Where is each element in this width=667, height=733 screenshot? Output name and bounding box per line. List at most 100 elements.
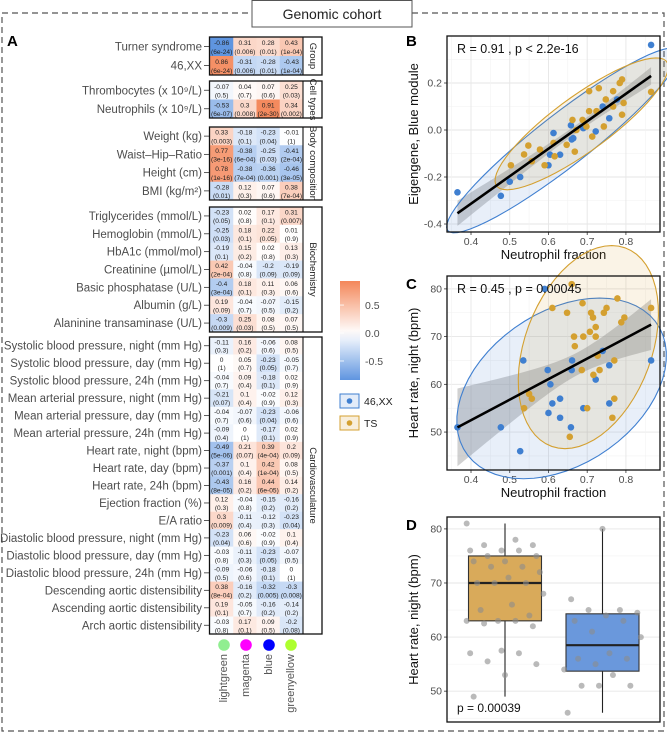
cell-correlation: -0.05 bbox=[284, 357, 299, 364]
heatmap-cell bbox=[210, 337, 234, 355]
heatmap-row: Systolic blood pressure, day (mm Hg) 0(1)… bbox=[10, 354, 304, 373]
data-point bbox=[585, 107, 593, 115]
x-tick-label: 0.5 bbox=[502, 236, 517, 248]
heatmap-cell bbox=[233, 260, 257, 279]
heatmap-cell bbox=[256, 459, 281, 478]
cell-correlation: -0.18 bbox=[237, 130, 252, 137]
p-value-text: 0.8 bbox=[240, 218, 249, 225]
cell-correlation: -0.07 bbox=[237, 409, 252, 416]
heatmap-cell bbox=[210, 163, 234, 183]
cell-correlation: -0.11 bbox=[238, 514, 253, 521]
row-label: Systolic blood pressure, day (mm Hg) bbox=[10, 358, 202, 370]
row-label: Heart rate, night (bpm) bbox=[86, 446, 202, 458]
p-value-text: 0.2 bbox=[240, 348, 249, 355]
jitter-point bbox=[561, 666, 568, 673]
row-label: 46,XX bbox=[171, 61, 203, 73]
cell-correlation: -0.21 bbox=[214, 392, 229, 399]
data-point bbox=[611, 357, 618, 364]
jitter-point bbox=[599, 525, 606, 532]
group-strip-label: Biochemistry bbox=[307, 242, 318, 297]
heatmap-cell bbox=[279, 424, 304, 443]
heatmap-cell bbox=[210, 616, 234, 635]
jitter-point bbox=[564, 709, 571, 716]
heatmap-cell bbox=[233, 296, 257, 315]
cell-correlation: -0.18 bbox=[261, 566, 276, 573]
heatmap-cell bbox=[256, 127, 281, 146]
cell-p-value: (0.09) bbox=[213, 307, 230, 314]
heatmap-cell bbox=[279, 145, 304, 164]
heatmap-row: Thrombocytes (x 10⁹/L) -0.07 (0.5) 0.04 (0.7… bbox=[82, 81, 304, 100]
data-point bbox=[556, 151, 564, 158]
cell-correlation: -0.09 bbox=[214, 427, 229, 434]
colorbar-tick-label: 0.0 bbox=[365, 328, 380, 340]
cell-correlation: 0.86 bbox=[215, 59, 228, 66]
heatmap-cell bbox=[210, 494, 234, 513]
cell-correlation: 0.44 bbox=[262, 479, 275, 486]
heatmap-cell bbox=[233, 145, 257, 164]
cell-p-value: (0.2) bbox=[285, 307, 299, 314]
heatmap-cell bbox=[256, 424, 281, 443]
heatmap-cell bbox=[256, 207, 281, 226]
cell-p-value: (0.4) bbox=[238, 522, 252, 529]
jitter-point bbox=[575, 655, 582, 662]
data-point bbox=[589, 314, 597, 321]
jitter-point bbox=[519, 563, 526, 570]
cell-p-value: (0.1) bbox=[261, 575, 275, 582]
p-value-text: 0.6 bbox=[287, 290, 296, 297]
heatmap-row: Basic phosphatase (U/L) -0.4 (3e-04) 0.18 (0… bbox=[76, 278, 304, 297]
box-ts bbox=[463, 520, 547, 700]
cell-correlation: 0.28 bbox=[262, 40, 275, 47]
cell-correlation: -0.3 bbox=[286, 584, 298, 591]
heatmap-row: Heart rate, 24h (bpm) -0.43(8e-05)0.16(0.… bbox=[92, 476, 304, 495]
heatmap-cell bbox=[210, 296, 234, 315]
row-label: Weight (kg) bbox=[143, 131, 202, 143]
cell-correlation: 0.78 bbox=[215, 166, 228, 173]
cell-correlation: 0.18 bbox=[238, 227, 251, 234]
cell-p-value: (0.5) bbox=[261, 627, 275, 634]
row-label: Diastolic blood pressure, 24h (mm Hg) bbox=[6, 568, 202, 580]
heatmap-cell bbox=[256, 529, 281, 547]
cell-p-value: (0.3) bbox=[261, 290, 275, 297]
cell-p-value: (0.1) bbox=[261, 218, 275, 225]
p-value-text: 7e-04 bbox=[283, 193, 300, 200]
cell-correlation: -0.31 bbox=[237, 59, 252, 66]
correlation-annotation: R = 0.91 , p < 2.2e-16 bbox=[457, 42, 579, 56]
y-tick-label: 80 bbox=[430, 283, 442, 295]
cell-p-value: (0.1) bbox=[215, 610, 229, 617]
colorbar-tick-label: -0.5 bbox=[365, 356, 383, 368]
cell-p-value: (0.2) bbox=[261, 505, 275, 512]
cell-correlation: 0.02 bbox=[285, 374, 298, 381]
module-label: blue bbox=[263, 654, 275, 675]
heatmap-cell bbox=[279, 616, 304, 635]
p-value-text: 1e-04 bbox=[283, 49, 300, 56]
panel-label-d: D bbox=[406, 517, 417, 534]
cell-p-value: (0.05) bbox=[260, 365, 277, 372]
cell-correlation: -0.36 bbox=[261, 166, 276, 173]
p-value-text: 0.6 bbox=[240, 418, 249, 425]
p-value-text: 0.03 bbox=[215, 236, 228, 243]
cell-p-value: (0.5) bbox=[215, 93, 229, 100]
cell-correlation: 0.91 bbox=[262, 102, 275, 109]
cell-p-value: (0.002) bbox=[281, 111, 302, 118]
cell-p-value: (3e-04) bbox=[211, 290, 232, 297]
row-label: Heart rate, day (bpm) bbox=[93, 463, 202, 475]
heatmap-cell bbox=[279, 389, 304, 408]
x-tick-label: 0.4 bbox=[464, 236, 479, 248]
data-point bbox=[551, 153, 558, 160]
data-point bbox=[549, 304, 556, 312]
p-value-text: 0.04 bbox=[285, 522, 298, 529]
jitter-point bbox=[616, 607, 623, 614]
heatmap-cell bbox=[256, 337, 281, 355]
cell-p-value: (0.09) bbox=[283, 453, 300, 460]
cell-p-value: (0.7) bbox=[238, 307, 252, 314]
heatmap-cell bbox=[233, 181, 257, 201]
p-value-text: 0.03 bbox=[262, 157, 275, 164]
cell-p-value: (0.5) bbox=[285, 325, 299, 332]
p-value-text: 0.5 bbox=[287, 348, 296, 355]
row-label: E/A ratio bbox=[159, 515, 202, 527]
group-strip-label: Group bbox=[307, 43, 318, 69]
cell-correlation: 0.08 bbox=[285, 339, 298, 346]
cell-p-value: (4e-04) bbox=[257, 453, 278, 460]
plot-frame bbox=[446, 275, 661, 471]
heatmap-cell bbox=[279, 476, 304, 495]
